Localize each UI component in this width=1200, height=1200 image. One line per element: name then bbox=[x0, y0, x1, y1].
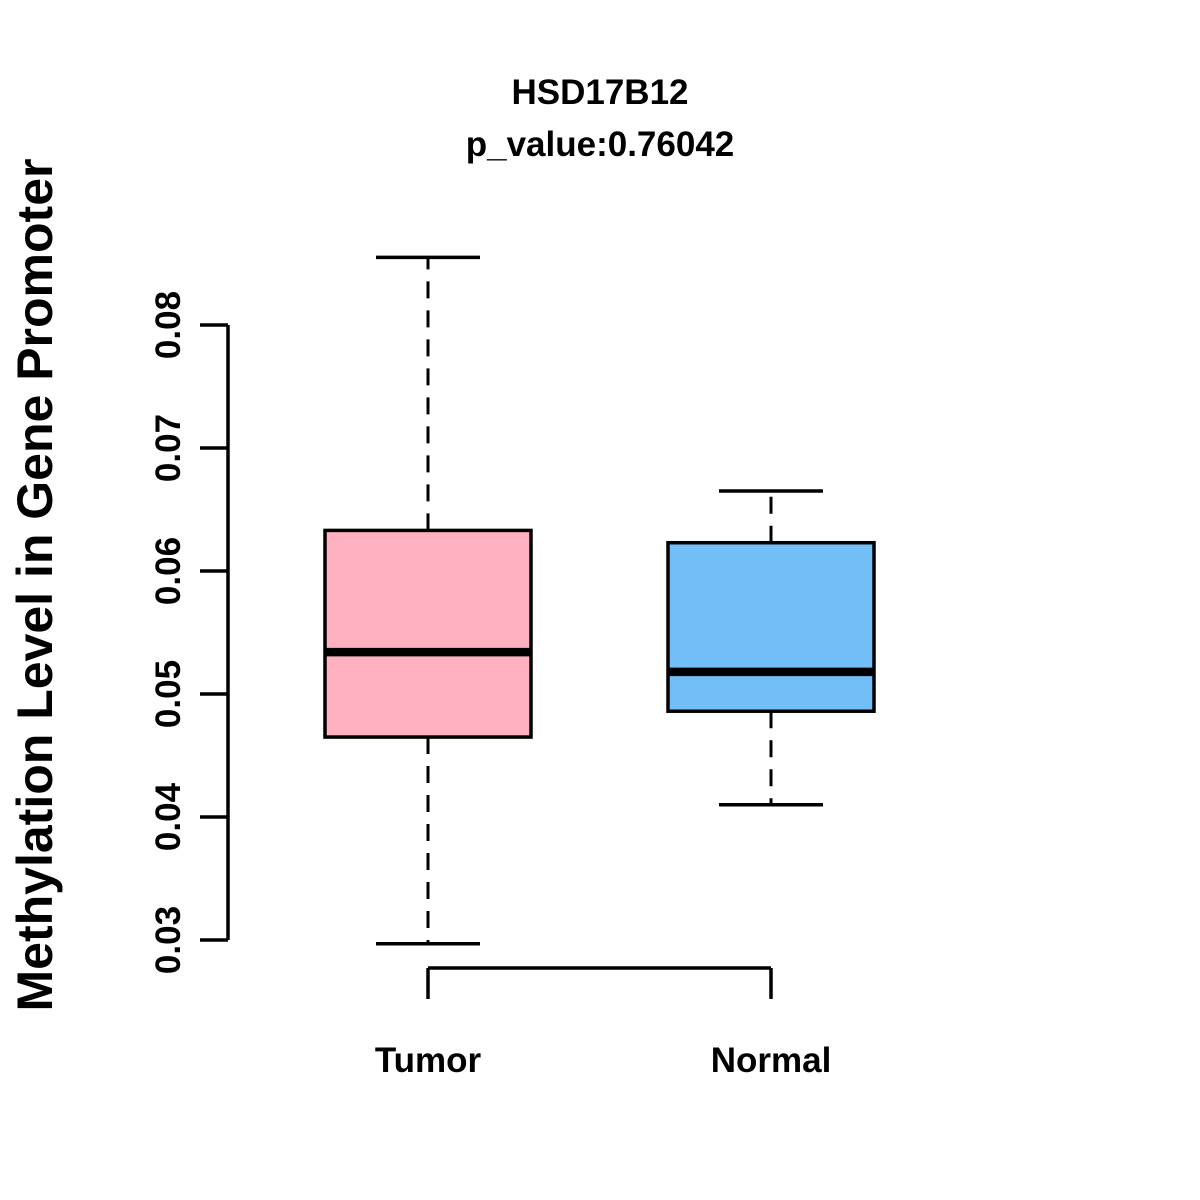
y-tick-label-0.03: 0.03 bbox=[149, 906, 188, 974]
y-tick-label-0.06: 0.06 bbox=[149, 537, 188, 605]
x-label-tumor: Tumor bbox=[375, 1041, 482, 1080]
y-tick-label-0.07: 0.07 bbox=[149, 414, 188, 482]
iqr-box-normal bbox=[666, 540, 876, 713]
chart-subtitle: p_value:0.76042 bbox=[466, 125, 735, 164]
y-tick-label-0.05: 0.05 bbox=[149, 660, 188, 728]
y-tick-label-0.08: 0.08 bbox=[149, 291, 188, 359]
y-axis-title: Methylation Level in Gene Promoter bbox=[7, 159, 63, 1012]
iqr-box-tumor bbox=[323, 528, 533, 739]
x-label-normal: Normal bbox=[711, 1041, 832, 1080]
chart-title: HSD17B12 bbox=[511, 73, 688, 112]
y-tick-label-0.04: 0.04 bbox=[149, 782, 188, 851]
chart-layer: 0.03 0.04 0.05 0.06 0.07 0.08 Tumor Normal bbox=[149, 255, 876, 1080]
